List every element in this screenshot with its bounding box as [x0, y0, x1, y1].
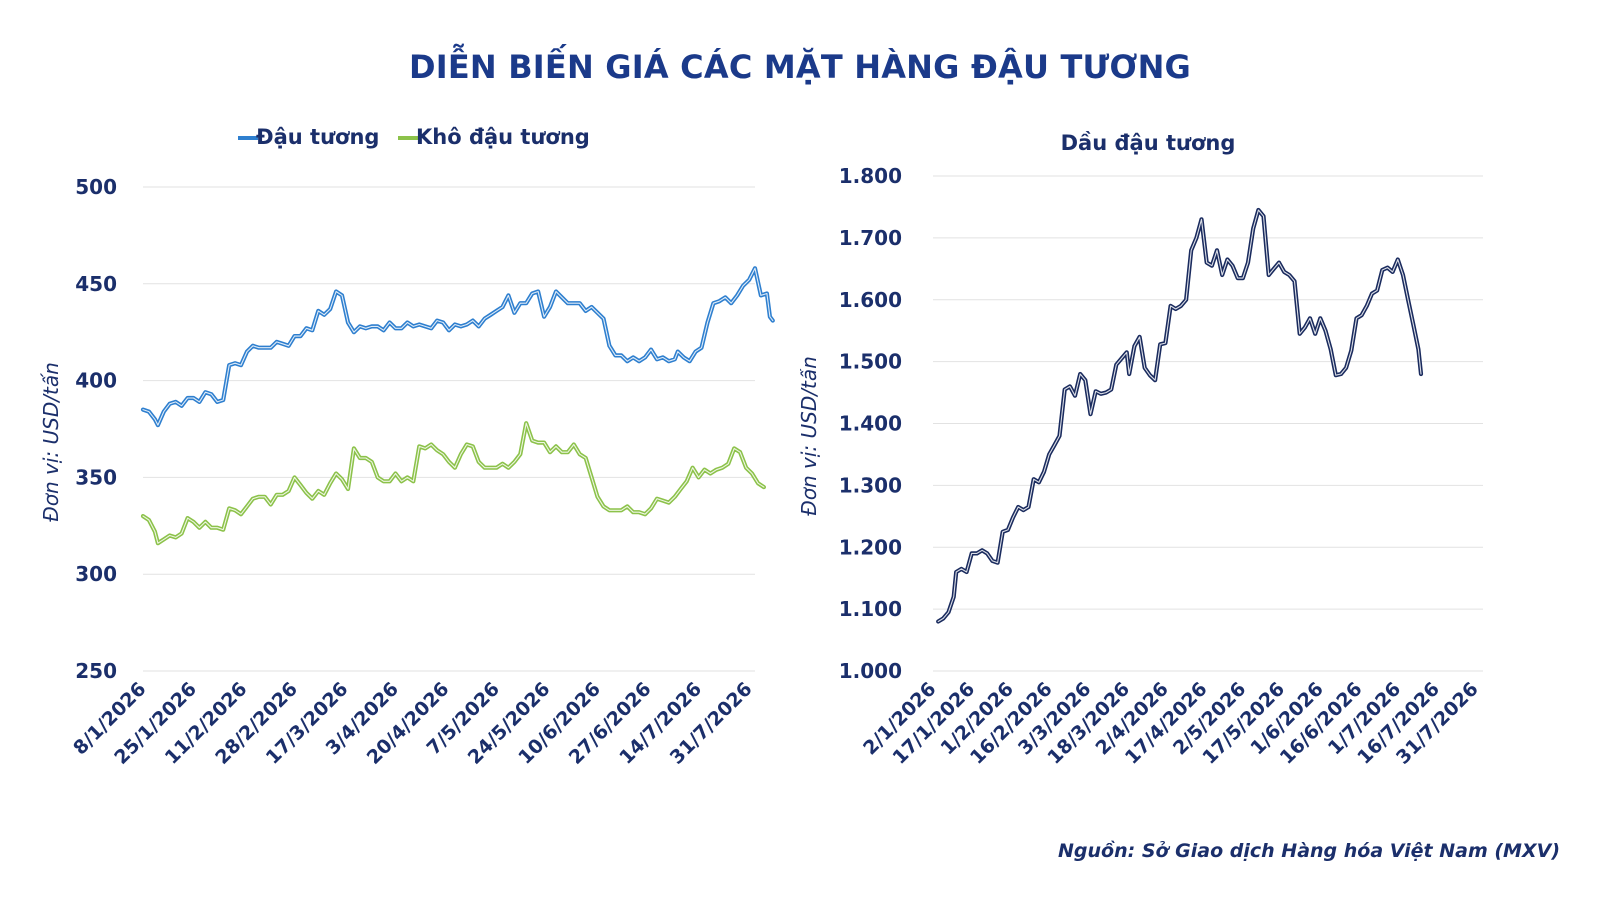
- series-1-0-highlight: [937, 209, 1422, 623]
- y-tick-label: 1.600: [839, 288, 902, 312]
- y-tick-label: 1.400: [839, 412, 902, 436]
- y-tick-label: 1.500: [839, 350, 902, 374]
- y-tick-label: 1.100: [839, 597, 902, 621]
- y-tick-label: 250: [75, 659, 117, 683]
- y-tick-label: 1.200: [839, 535, 902, 559]
- y-axis-label: Đơn vị: USD/tấn: [39, 362, 63, 522]
- y-tick-label: 1.800: [839, 164, 902, 188]
- y-tick-label: 1.300: [839, 473, 902, 497]
- y-tick-label: 350: [75, 465, 117, 489]
- y-tick-label: 400: [75, 369, 117, 393]
- y-tick-label: 450: [75, 272, 117, 296]
- source-note: Nguồn: Sở Giao dịch Hàng hóa Việt Nam (M…: [1058, 840, 1560, 862]
- soyoil-chart: 1.000 1.100 1.200 1.300 1.400 1.500 1.600 1.700…: [800, 131, 1483, 769]
- series-0-1-highlight: [142, 422, 765, 544]
- series-0-0-line: [140, 266, 775, 428]
- y-tick-label: 1.000: [839, 659, 902, 683]
- series-1-0-line: [936, 207, 1424, 624]
- y-tick-label: 300: [75, 562, 117, 586]
- series-0-0-highlight: [142, 267, 774, 426]
- legend-label: Đậu tương: [256, 125, 379, 149]
- y-tick-label: 500: [75, 175, 117, 199]
- series-0-1-line: [140, 421, 767, 546]
- chart-title: Dầu đậu tương: [1061, 131, 1236, 155]
- legend-label: Khô đậu tương: [416, 125, 590, 149]
- soybean-meal-chart: 2503003504004505008/1/202625/1/202611/2/…: [39, 125, 775, 769]
- y-tick-label: 1.700: [839, 226, 902, 250]
- y-axis-label: Đơn vị: USD/tấn: [800, 356, 821, 516]
- page-title: DIỄN BIẾN GIÁ CÁC MẶT HÀNG ĐẬU TƯƠNG: [408, 48, 1192, 86]
